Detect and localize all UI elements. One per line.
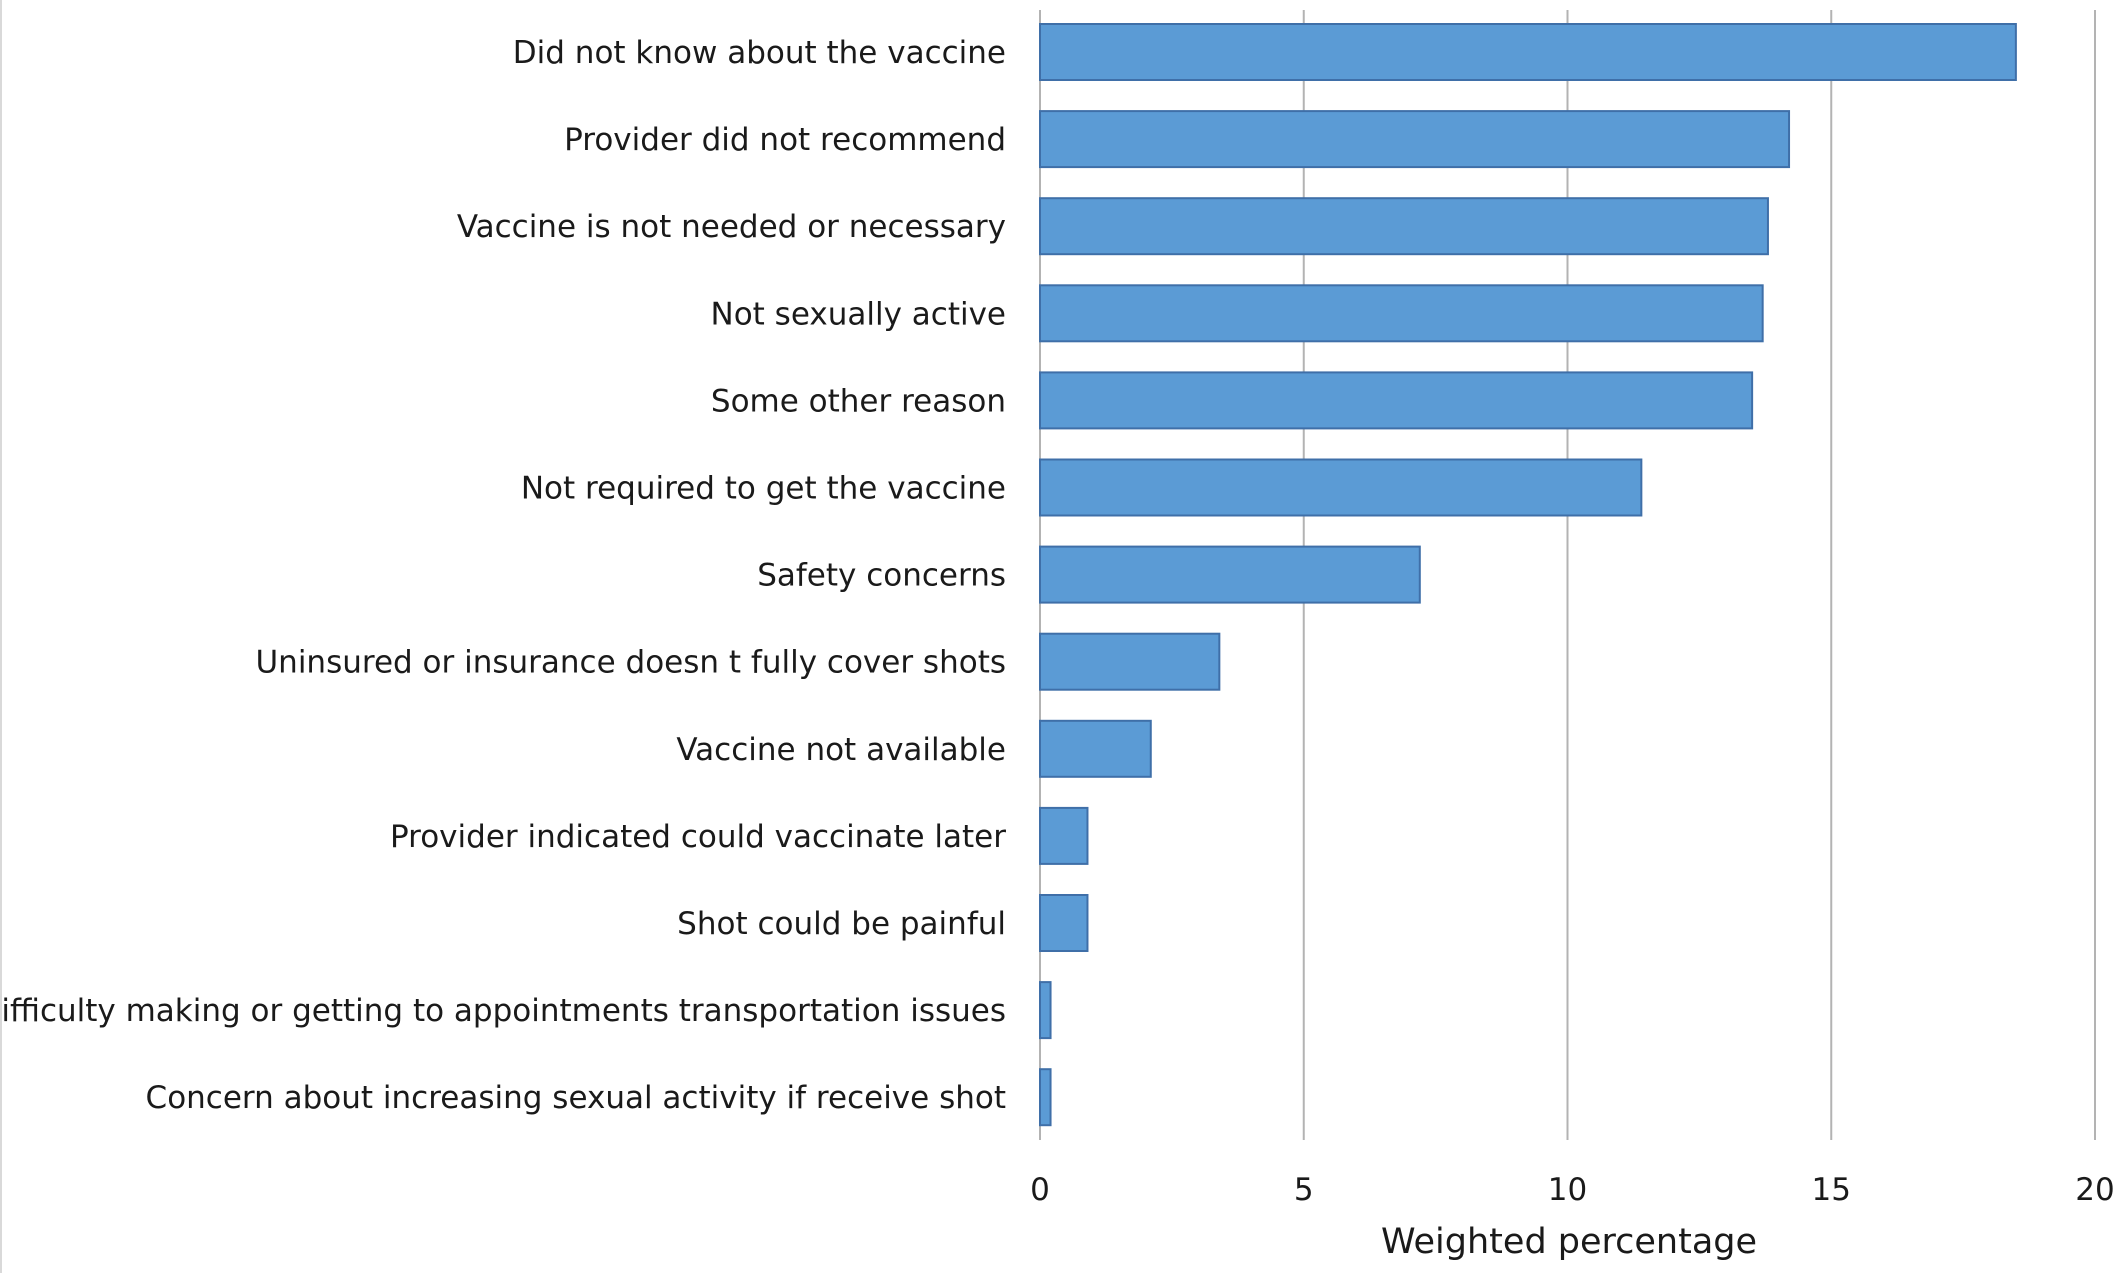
- category-labels: Did not know about the vaccine Provider d…: [0, 35, 1006, 1116]
- bar: [1039, 545, 1421, 604]
- bar: [1039, 23, 2017, 81]
- category-label: Provider indicated could vaccinate later: [390, 819, 1006, 855]
- bar: [1039, 632, 1221, 691]
- x-tick-label: 0: [1030, 1172, 1050, 1208]
- category-label: Safety concerns: [757, 558, 1006, 594]
- category-label: Provider did not recommend: [564, 122, 1006, 158]
- category-label: Not required to get the vaccine: [521, 471, 1006, 507]
- bar: [1039, 1068, 1052, 1127]
- category-label: Concern about increasing sexual activity…: [146, 1080, 1006, 1116]
- bar: [1039, 197, 1769, 256]
- bar: [1039, 371, 1754, 430]
- bar: [1039, 719, 1152, 778]
- x-tick-label: 20: [2075, 1172, 2114, 1208]
- bar: [1039, 458, 1643, 517]
- bar: [1039, 894, 1089, 952]
- x-tick-label: 10: [1548, 1172, 1587, 1208]
- bar: [1039, 110, 1791, 169]
- bar: [1039, 806, 1089, 865]
- bars: [1039, 23, 2017, 1127]
- category-label: Some other reason: [711, 383, 1006, 419]
- x-axis-title: Weighted percentage: [1381, 1222, 1757, 1262]
- category-label: Shot could be painful: [677, 906, 1006, 942]
- bar: [1039, 284, 1764, 343]
- category-label: Difficulty making or getting to appointm…: [0, 993, 1006, 1029]
- category-label: Vaccine not available: [676, 732, 1006, 768]
- category-label: Not sexually active: [711, 296, 1006, 332]
- x-tick-label: 5: [1294, 1172, 1314, 1208]
- category-label: Vaccine is not needed or necessary: [457, 209, 1006, 245]
- x-tick-labels: 0 5 10 15 20: [1030, 1172, 2115, 1208]
- bar: [1039, 981, 1052, 1040]
- category-label: Did not know about the vaccine: [513, 35, 1006, 71]
- category-label: Uninsured or insurance doesn t fully cov…: [255, 645, 1006, 681]
- x-tick-label: 15: [1812, 1172, 1851, 1208]
